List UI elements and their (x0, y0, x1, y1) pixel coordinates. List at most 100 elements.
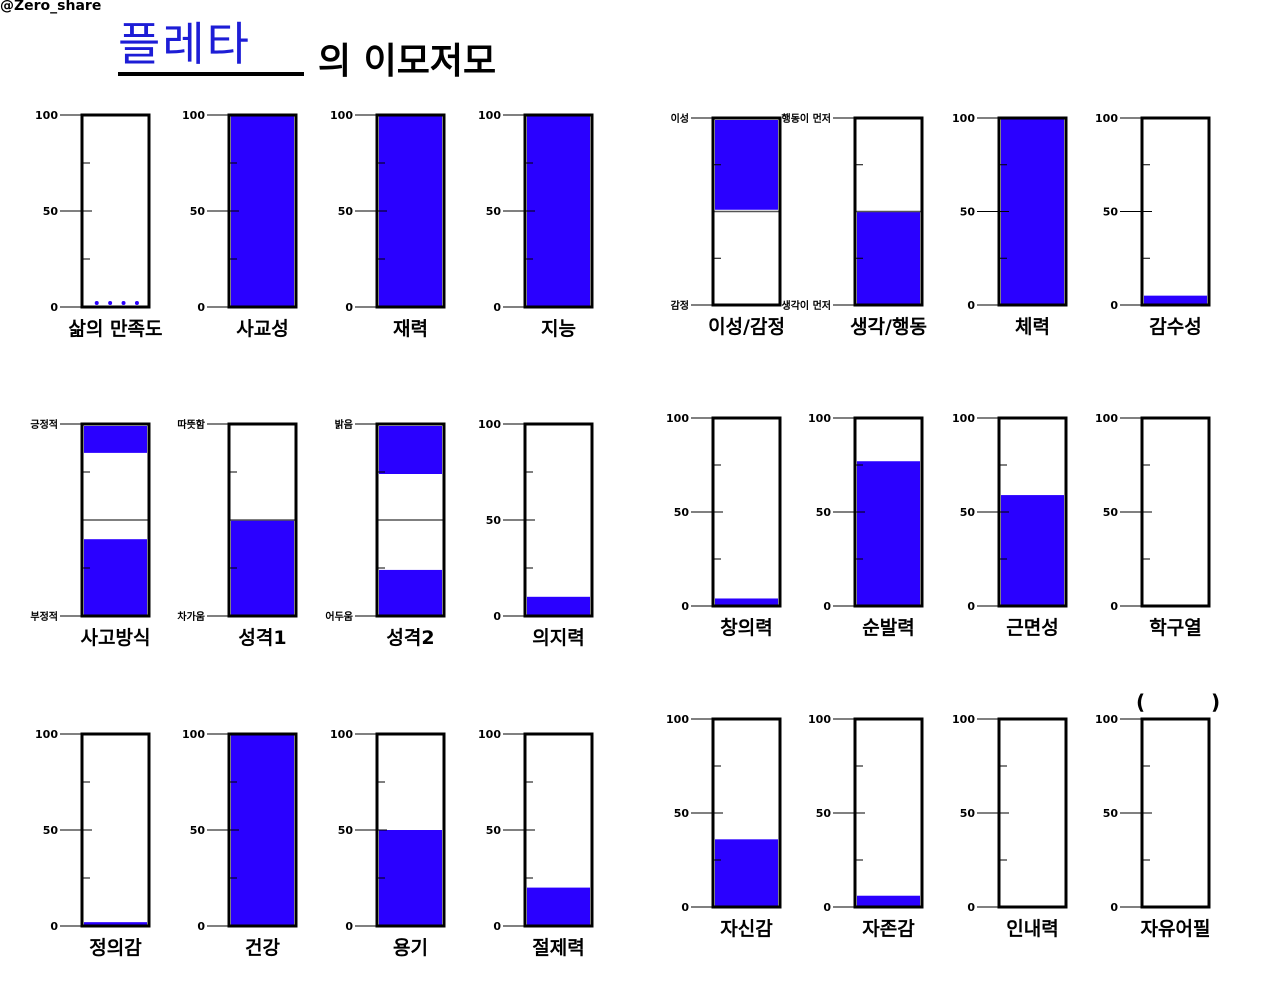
axis-label: 50 (486, 824, 502, 837)
gauge-box (80, 113, 151, 309)
gauge: 100 50 0 사교성 (182, 109, 298, 340)
gauge: 100 50 0 자신감 (666, 713, 782, 940)
gauge-label: 자신감 (720, 918, 773, 940)
axis-label: 50 (486, 514, 502, 527)
gauge-label: 용기 (393, 937, 428, 959)
gauge-box (853, 116, 924, 307)
axis-label: 100 (478, 728, 501, 741)
axis-label: 50 (1103, 506, 1119, 519)
gauge-box (1140, 416, 1211, 608)
axis-label: 0 (967, 901, 975, 914)
gauge-label: 지능 (541, 318, 576, 340)
gauge-label: 순발력 (862, 617, 914, 639)
gauge: 100 50 0 감수성 (1095, 112, 1211, 338)
axis-label: 100 (666, 412, 689, 425)
gauge-label: 체력 (1015, 316, 1050, 338)
axis-label: 50 (486, 205, 502, 218)
axis-label: 100 (952, 412, 975, 425)
axis-label: 긍정적 (30, 418, 58, 431)
axis-label: 0 (197, 920, 205, 933)
axis-label: 어두움 (325, 610, 353, 623)
level-fill (857, 461, 920, 606)
axis-label: 0 (681, 901, 689, 914)
axis-label: 100 (182, 109, 205, 122)
level-fill (1001, 118, 1064, 305)
axis-label: 따뜻함 (177, 418, 205, 431)
axis-label: 100 (478, 418, 501, 431)
gauge: 100 50 0 용기 (330, 728, 446, 959)
bottom-fill (379, 569, 442, 616)
gauge: 100 50 0 인내력 (952, 713, 1068, 940)
axis-label: 100 (1095, 412, 1118, 425)
gauge-box (227, 422, 298, 618)
gauge-label: 자존감 (862, 918, 915, 940)
axis-label: 밝음 (335, 418, 353, 431)
axis-label: 100 (952, 112, 975, 125)
axis-label: 100 (1095, 112, 1118, 125)
axis-label: 100 (952, 713, 975, 726)
level-dot (108, 301, 113, 305)
gauge-label: 정의감 (89, 937, 142, 959)
gauge-label: 자유어필 (1141, 918, 1211, 940)
gauge: 100 50 0 자존감 (808, 713, 924, 940)
axis-label: 0 (1110, 299, 1118, 312)
axis-label: 100 (808, 713, 831, 726)
axis-label: 50 (960, 506, 976, 519)
axis-label: 행동이 먼저 (782, 112, 831, 125)
axis-label: 50 (190, 205, 206, 218)
axis-label: 100 (666, 713, 689, 726)
gauge: 100 50 0 절제력 (478, 728, 594, 959)
axis-label: 50 (674, 807, 690, 820)
axis-label: 0 (50, 920, 58, 933)
level-fill (379, 115, 442, 307)
level-dot (121, 301, 126, 305)
axis-label: 0 (823, 901, 831, 914)
axis-label: 100 (1095, 713, 1118, 726)
axis-label: 50 (43, 205, 59, 218)
axis-label: 50 (674, 506, 690, 519)
gauge: 100 50 0 건강 (182, 728, 298, 959)
level-fill (84, 922, 147, 926)
gauge: 100 50 0 의지력 (478, 418, 594, 649)
axis-label: 부정적 (30, 610, 58, 623)
gauge-label: 감수성 (1149, 316, 1201, 338)
axis-label: 이성 (671, 112, 689, 125)
handwritten-name: 플레타 (118, 17, 251, 71)
gauge-box (1140, 116, 1211, 307)
axis-label: 100 (35, 728, 58, 741)
axis-label: 50 (338, 824, 354, 837)
axis-label: 50 (43, 824, 59, 837)
gauge: 100 50 0 지능 (478, 109, 594, 340)
gauge-box (523, 422, 594, 618)
axis-label: 100 (330, 728, 353, 741)
axis-label: 100 (330, 109, 353, 122)
gauge: 100 50 0 체력 (952, 112, 1068, 338)
gauge: 100 50 0 재력 (330, 109, 446, 340)
level-fill (715, 598, 778, 606)
bottom-fill (84, 539, 147, 616)
title-text: 의 이모저모 (318, 41, 497, 82)
gauge-label: 건강 (245, 937, 280, 959)
title-underline (118, 72, 304, 76)
gauge-box (711, 416, 782, 608)
gauge-box (80, 732, 151, 928)
axis-label: 0 (493, 920, 501, 933)
axis-label: 100 (478, 109, 501, 122)
gauge-box (80, 422, 151, 618)
bottom-fill (857, 211, 920, 305)
axis-label: 차가움 (177, 610, 205, 623)
gauge-label: 인내력 (1006, 918, 1058, 940)
axis-label: 0 (967, 299, 975, 312)
gauge: 100 50 0 학구열 (1095, 412, 1211, 639)
axis-label: 0 (493, 610, 501, 623)
level-fill (527, 596, 590, 616)
gauge-box (1140, 717, 1211, 909)
axis-label: 0 (493, 301, 501, 314)
gauge: 100 50 0 정의감 (35, 728, 151, 959)
axis-label: 0 (823, 600, 831, 613)
